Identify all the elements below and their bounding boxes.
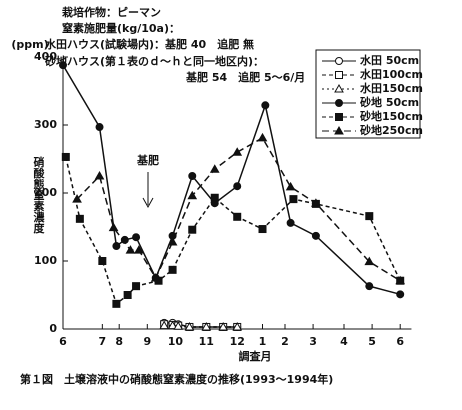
y-tick-label: 100 [34,254,57,267]
point [132,233,141,242]
point [364,256,375,266]
x-tick-label: 8 [115,335,123,348]
caption: 第１図 土壌溶液中の硝酸態窒素濃度の推移(1993～1994年) [20,372,333,386]
x-tick-label: 10 [168,335,184,348]
point [285,181,296,191]
point [201,321,212,331]
point [335,113,343,121]
y-tick-label: 300 [34,118,57,131]
point [187,190,198,200]
note: 基肥 54 追肥 5～6/月 [185,70,305,84]
point [168,265,177,274]
x-tick-label: 6 [396,335,404,348]
x-tick-label: 5 [368,335,376,348]
point [289,195,298,204]
point [173,321,184,330]
point [188,172,197,180]
x-tick-label: 6 [59,335,67,348]
point [184,321,195,331]
line [76,136,401,282]
legend [315,49,421,139]
legend-label: 砂地250cm [360,123,423,137]
x-tick-label: 12 [230,335,245,348]
x-tick-label: 4 [340,335,348,348]
y-tick-label: 400 [34,50,57,63]
note: 水田ハウス(試験場内)：基肥 40 追肥 無 [45,37,254,51]
point [311,198,321,207]
point [232,321,243,331]
point [72,194,82,203]
legend-label: 砂地150cm [360,109,423,123]
point [258,225,267,234]
point [188,225,197,234]
point [261,101,270,110]
point [218,321,229,331]
point [396,290,405,299]
point [335,57,343,65]
point [75,214,84,223]
point [365,282,374,291]
point [365,212,374,221]
legend-label: 水田 50cm [360,53,419,67]
point [167,236,178,246]
x-tick-label: 9 [143,335,151,348]
point [159,320,170,330]
point [95,123,104,132]
note: 窒素施肥量(kg/10a)： [62,21,180,35]
point [134,245,144,254]
point [209,164,220,173]
point [311,231,320,240]
point [334,125,344,135]
point [132,282,141,291]
y-label: 硝酸態窒素濃度 [32,155,45,234]
point [257,132,268,142]
point [61,152,70,161]
note: 栽培作物：ピーマン [62,5,161,19]
point [334,83,344,93]
x-tick-label: 11 [199,335,214,348]
x-tick-label: 7 [99,335,107,348]
x-tick-label: 2 [281,335,289,348]
x-tick-label: 1 [259,335,267,348]
point [125,245,136,254]
point [232,147,243,156]
point [233,212,242,221]
arrow-head [142,197,154,209]
point [112,242,121,251]
line [65,156,401,306]
point [108,222,119,232]
y-tick-label: 200 [34,186,57,199]
point [233,182,242,191]
x-tick-label: 3 [309,335,317,348]
y-unit: (ppm) [11,38,48,51]
point [59,61,67,70]
point [395,275,406,285]
point [150,272,161,282]
point [94,170,105,180]
note: 砂地ハウス(第１表のｄ～ｈと同一地区内)： [45,54,264,68]
x-label: 調査月 [239,349,272,363]
point [210,193,219,202]
legend-label: 水田150cm [360,81,423,95]
point [167,320,178,330]
legend-label: 砂地 50cm [360,95,419,109]
point [335,99,343,107]
point [98,257,107,265]
point [123,291,132,299]
y-tick-label: 0 [49,322,57,335]
point [112,299,121,308]
annotation: 基肥 [136,153,159,167]
legend-label: 水田100cm [360,67,423,81]
point [335,71,343,79]
point [286,218,295,227]
